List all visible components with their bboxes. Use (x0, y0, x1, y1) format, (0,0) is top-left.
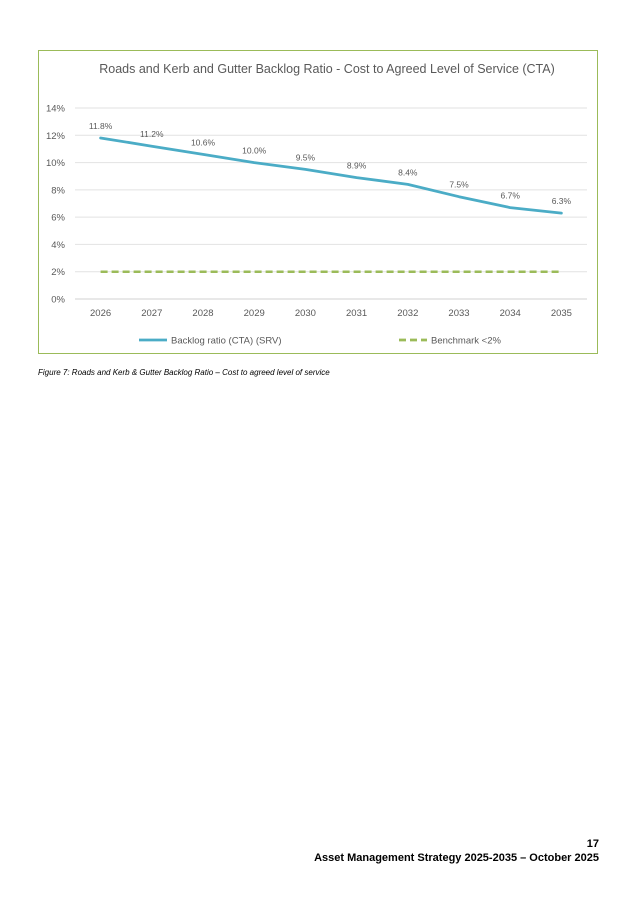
figure-caption: Figure 7: Roads and Kerb & Gutter Backlo… (38, 368, 330, 377)
y-tick-label: 14% (46, 104, 66, 115)
x-tick-label: 2034 (500, 308, 521, 319)
data-label: 9.5% (296, 152, 316, 162)
data-label: 8.4% (398, 167, 418, 177)
y-tick-label: 4% (51, 240, 65, 251)
x-tick-label: 2033 (448, 308, 469, 319)
data-label: 7.5% (449, 180, 469, 190)
legend-label: Benchmark <2% (431, 336, 502, 347)
x-tick-label: 2030 (295, 308, 316, 319)
data-label: 10.0% (242, 146, 267, 156)
data-label: 6.3% (552, 196, 572, 206)
page-footer: 17 Asset Management Strategy 2025-2035 –… (314, 838, 599, 865)
backlog-ratio-line (99, 136, 563, 215)
y-tick-label: 0% (51, 295, 65, 306)
x-tick-label: 2029 (244, 308, 265, 319)
legend-label: Backlog ratio (CTA) (SRV) (171, 336, 282, 347)
document-title: Asset Management Strategy 2025-2035 – Oc… (314, 852, 599, 864)
x-tick-label: 2031 (346, 308, 367, 319)
data-label: 10.6% (191, 137, 216, 147)
y-tick-label: 2% (51, 267, 65, 278)
chart-container: Roads and Kerb and Gutter Backlog Ratio … (38, 50, 598, 354)
data-label: 11.8% (89, 121, 113, 131)
x-tick-label: 2028 (192, 308, 213, 319)
data-label: 6.7% (501, 191, 521, 201)
data-label: 8.9% (347, 161, 367, 171)
x-tick-label: 2026 (90, 308, 111, 319)
y-tick-label: 6% (51, 213, 65, 224)
x-tick-label: 2032 (397, 308, 418, 319)
y-tick-label: 8% (51, 185, 65, 196)
page-number: 17 (586, 838, 599, 850)
chart-title: Roads and Kerb and Gutter Backlog Ratio … (99, 62, 555, 76)
x-tick-label: 2035 (551, 308, 572, 319)
y-tick-label: 12% (46, 131, 66, 142)
x-tick-label: 2027 (141, 308, 162, 319)
y-tick-label: 10% (46, 158, 66, 169)
data-label: 11.2% (140, 129, 164, 139)
backlog-ratio-chart: Roads and Kerb and Gutter Backlog Ratio … (46, 62, 587, 347)
